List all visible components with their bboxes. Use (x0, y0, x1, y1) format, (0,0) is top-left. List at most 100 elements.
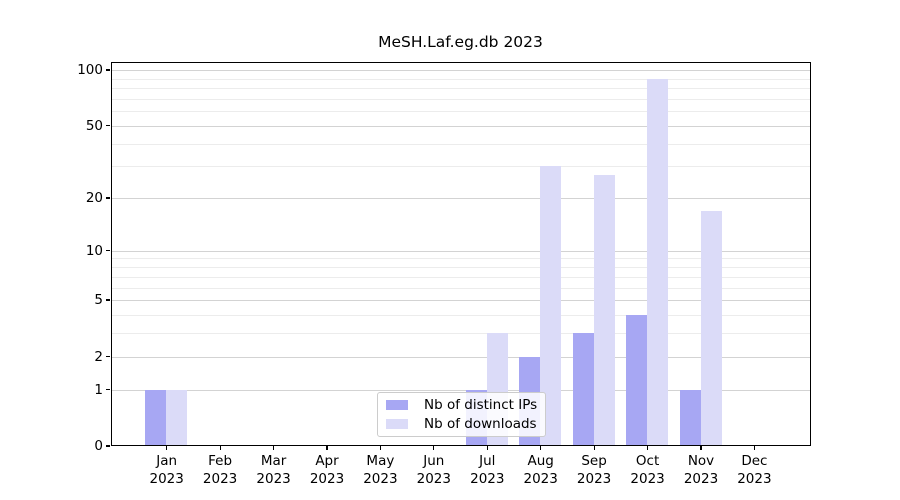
legend-label-downloads: Nb of downloads (424, 415, 537, 432)
minor-gridline (110, 111, 811, 113)
y-tick (106, 250, 110, 252)
chart-title: MeSH.Laf.eg.db 2023 (378, 33, 543, 51)
bar-distinct-ips (572, 333, 594, 446)
y-tick-label: 20 (85, 190, 103, 206)
x-tick-label: Jan 2023 (135, 452, 199, 488)
x-tick-month: Apr (315, 453, 339, 469)
minor-gridline (110, 78, 811, 80)
y-tick (106, 197, 110, 199)
legend-swatch-downloads (386, 419, 408, 429)
major-gridline (110, 250, 811, 252)
x-tick-year: 2023 (470, 471, 505, 487)
bar-downloads (593, 174, 615, 446)
x-tick-month: Aug (527, 453, 554, 469)
x-tick-year: 2023 (630, 471, 665, 487)
x-tick (326, 446, 328, 450)
legend-label-distinct-ips: Nb of distinct IPs (424, 396, 538, 413)
x-tick-month: May (366, 453, 395, 469)
minor-gridline (110, 314, 811, 316)
x-tick-label: Nov 2023 (669, 452, 733, 488)
y-tick-label: 10 (85, 242, 103, 259)
x-tick-month: Oct (635, 453, 660, 469)
y-tick-label: 2 (94, 348, 103, 365)
x-tick-year: 2023 (683, 471, 719, 487)
x-tick-month: Jan (156, 453, 178, 469)
y-tick (106, 299, 110, 301)
x-tick (486, 446, 488, 450)
y-tick (106, 445, 110, 447)
y-tick (106, 355, 110, 358)
major-gridline (110, 125, 811, 127)
x-tick (219, 446, 221, 450)
major-gridline (110, 300, 811, 301)
x-tick (433, 446, 435, 450)
x-tick-month: Jun (423, 453, 445, 469)
x-tick-year: 2023 (416, 471, 451, 487)
major-gridline (110, 70, 811, 71)
bar-distinct-ips (679, 389, 701, 446)
x-tick-year: 2023 (149, 471, 184, 487)
legend-item-distinct-ips: Nb of distinct IPs (386, 396, 545, 413)
major-gridline (110, 198, 811, 199)
y-tick-label: 100 (77, 62, 103, 78)
x-tick (647, 446, 649, 450)
minor-gridline (110, 267, 811, 268)
bar-downloads (700, 210, 722, 446)
x-tick-label: Aug 2023 (509, 452, 573, 488)
minor-gridline (110, 166, 811, 168)
minor-gridline (110, 143, 811, 145)
x-tick (540, 446, 542, 450)
x-tick-month: Dec (741, 453, 768, 469)
x-tick (700, 446, 702, 450)
x-tick-label: Sep 2023 (562, 452, 626, 488)
y-tick-label: 1 (94, 381, 103, 398)
x-tick-month: Sep (581, 453, 607, 469)
x-tick-label: Feb 2023 (188, 452, 252, 488)
legend: Nb of distinct IPs Nb of downloads (377, 392, 546, 437)
legend-item-downloads: Nb of downloads (386, 415, 545, 432)
x-tick-year: 2023 (256, 471, 291, 487)
x-tick-label: Mar 2023 (242, 452, 306, 488)
y-tick-label: 50 (85, 117, 103, 134)
minor-gridline (110, 287, 811, 289)
y-tick (106, 125, 110, 127)
x-tick-label: Apr 2023 (295, 452, 359, 488)
bar-distinct-ips (145, 389, 167, 446)
x-tick-label: Jul 2023 (455, 452, 519, 488)
x-tick-label: Oct 2023 (616, 452, 680, 488)
minor-gridline (110, 258, 811, 260)
major-gridline (110, 356, 811, 358)
x-tick-month: Jul (479, 453, 496, 469)
x-tick (593, 446, 595, 450)
minor-gridline (110, 88, 811, 89)
x-tick-label: May 2023 (348, 452, 412, 488)
plot-area (110, 62, 811, 446)
x-tick (379, 446, 381, 450)
x-tick-month: Nov (687, 453, 715, 469)
minor-gridline (110, 276, 811, 278)
x-tick-year: 2023 (363, 471, 398, 487)
x-tick-month: Mar (260, 453, 287, 469)
x-tick-label: Dec 2023 (722, 452, 786, 488)
y-tick (106, 388, 110, 391)
bar-downloads (166, 389, 188, 446)
x-tick-year: 2023 (737, 471, 772, 487)
bar-downloads (540, 166, 562, 446)
y-tick (106, 69, 110, 71)
x-tick-year: 2023 (523, 471, 558, 487)
legend-swatch-distinct-ips (386, 400, 408, 410)
bar-distinct-ips (626, 314, 648, 446)
x-tick-year: 2023 (202, 471, 238, 487)
x-tick (166, 446, 168, 450)
x-tick-month: Feb (208, 453, 233, 469)
minor-gridline (110, 333, 811, 335)
x-tick (753, 446, 755, 450)
y-tick-label: 0 (94, 438, 103, 454)
y-tick-label: 5 (94, 292, 103, 308)
bar-downloads (647, 78, 669, 446)
x-tick-year: 2023 (576, 471, 612, 487)
minor-gridline (110, 98, 811, 100)
x-tick (273, 446, 275, 450)
x-tick-year: 2023 (309, 471, 345, 487)
